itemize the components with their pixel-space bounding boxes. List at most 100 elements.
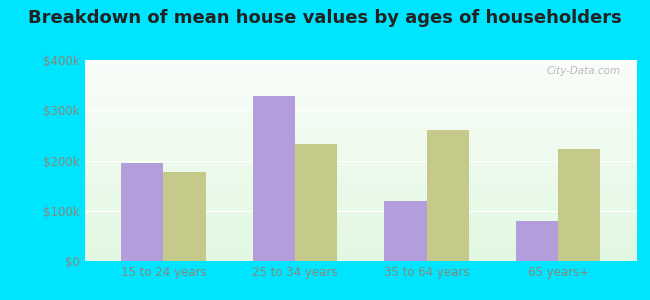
Bar: [84, 101, 637, 102]
Bar: [84, 238, 637, 239]
Bar: [84, 79, 637, 80]
Bar: [84, 146, 637, 147]
Bar: [84, 142, 637, 143]
Bar: [84, 207, 637, 208]
Bar: [84, 227, 637, 228]
Bar: [84, 219, 637, 220]
Bar: [84, 256, 637, 257]
Bar: [84, 258, 637, 259]
Bar: [84, 177, 637, 178]
Bar: [84, 214, 637, 215]
Bar: [84, 103, 637, 104]
Bar: [84, 191, 637, 192]
Bar: [253, 96, 295, 261]
Bar: [84, 158, 637, 160]
Bar: [84, 94, 637, 95]
Bar: [84, 96, 637, 97]
Bar: [84, 183, 637, 184]
Bar: [84, 93, 637, 94]
Bar: [84, 193, 637, 194]
Bar: [84, 134, 637, 135]
Bar: [84, 200, 637, 201]
Bar: [84, 245, 637, 246]
Bar: [84, 66, 637, 67]
Bar: [84, 160, 637, 161]
Bar: [84, 225, 637, 226]
Bar: [84, 117, 637, 118]
Bar: [84, 80, 637, 81]
Bar: [84, 208, 637, 209]
Bar: [84, 65, 637, 66]
Bar: [84, 83, 637, 84]
Bar: [84, 248, 637, 249]
Bar: [84, 63, 637, 64]
Bar: [84, 184, 637, 186]
Bar: [163, 172, 205, 261]
Bar: [84, 124, 637, 125]
Bar: [122, 163, 163, 261]
Bar: [84, 116, 637, 117]
Bar: [84, 72, 637, 73]
Bar: [84, 205, 637, 206]
Bar: [84, 172, 637, 174]
Bar: [84, 252, 637, 253]
Bar: [84, 180, 637, 181]
Bar: [84, 74, 637, 75]
Bar: [426, 130, 469, 261]
Bar: [84, 221, 637, 222]
Bar: [84, 144, 637, 145]
Bar: [84, 138, 637, 140]
Bar: [84, 247, 637, 248]
Bar: [84, 175, 637, 176]
Bar: [84, 119, 637, 120]
Bar: [84, 220, 637, 221]
Bar: [84, 169, 637, 170]
Bar: [84, 86, 637, 87]
Bar: [84, 109, 637, 110]
Bar: [84, 149, 637, 150]
Bar: [84, 234, 637, 235]
Bar: [84, 212, 637, 213]
Bar: [84, 102, 637, 103]
Bar: [84, 232, 637, 233]
Bar: [84, 90, 637, 91]
Bar: [84, 166, 637, 167]
Bar: [84, 215, 637, 216]
Bar: [84, 71, 637, 72]
Bar: [84, 186, 637, 187]
Bar: [84, 141, 637, 142]
Bar: [84, 118, 637, 119]
Bar: [84, 98, 637, 99]
Bar: [295, 144, 337, 261]
Bar: [84, 87, 637, 88]
Bar: [84, 81, 637, 82]
Bar: [84, 218, 637, 219]
Bar: [84, 187, 637, 188]
Bar: [84, 235, 637, 236]
Bar: [84, 181, 637, 182]
Bar: [84, 157, 637, 158]
Bar: [84, 130, 637, 131]
Bar: [84, 99, 637, 100]
Bar: [84, 224, 637, 225]
Bar: [84, 196, 637, 197]
Bar: [84, 233, 637, 234]
Bar: [84, 95, 637, 96]
Bar: [84, 231, 637, 232]
Bar: [84, 170, 637, 172]
Bar: [84, 204, 637, 205]
Bar: [84, 121, 637, 122]
Bar: [84, 240, 637, 241]
Bar: [84, 192, 637, 193]
Bar: [84, 91, 637, 92]
Bar: [84, 92, 637, 93]
Bar: [84, 126, 637, 127]
Bar: [84, 209, 637, 210]
Bar: [84, 201, 637, 202]
Bar: [84, 239, 637, 240]
Bar: [84, 243, 637, 244]
Bar: [84, 167, 637, 169]
Bar: [84, 64, 637, 65]
Bar: [84, 250, 637, 251]
Bar: [84, 88, 637, 89]
